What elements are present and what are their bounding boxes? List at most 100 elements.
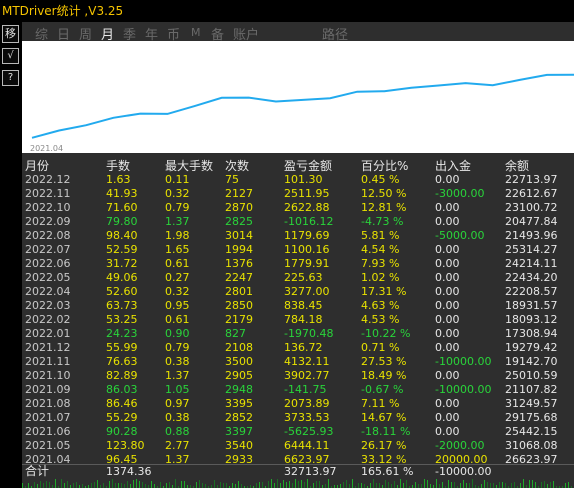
cell-lots: 63.73 [106, 299, 138, 312]
volume-bar [391, 484, 392, 488]
volume-bar [262, 482, 263, 488]
table-row[interactable]: 2022.02 53.25 0.61 2179 784.18 4.53 % 0.00 1809… [22, 313, 574, 326]
app-title: MTDriver统计 ,V3.25 [2, 4, 124, 18]
cell-month: 2021.11 [25, 355, 71, 368]
volume-bar [427, 480, 428, 488]
tab-month[interactable]: 月 [101, 28, 115, 43]
cell-balance: 22612.67 [505, 187, 558, 200]
cell-cash-flow: 0.00 [435, 271, 460, 284]
cell-cash-flow: -10000.00 [435, 383, 492, 396]
cell-trades: 2850 [225, 299, 253, 312]
table-row[interactable]: 2021.08 86.46 0.97 3395 2073.89 7.11 % 0.00 312… [22, 397, 574, 410]
volume-bar [319, 481, 320, 488]
cell-max-lots: 0.32 [165, 285, 190, 298]
table-row[interactable]: 2022.05 49.06 0.27 2247 225.63 1.02 % 0.00 2243… [22, 271, 574, 284]
table-row[interactable]: 2022.08 98.40 1.98 3014 1179.69 5.81 % -5000.0… [22, 229, 574, 242]
volume-bar [253, 486, 254, 488]
table-row[interactable]: 2022.01 24.23 0.90 827 -1970.48 -10.22 % 0.00 1… [22, 327, 574, 340]
cell-balance: 25314.27 [505, 243, 558, 256]
balance-chart: 2021.04 [22, 41, 574, 153]
header-percent[interactable]: 百分比% [361, 159, 409, 173]
cell-trades: 3014 [225, 229, 253, 242]
table-row[interactable]: 2021.05 123.80 2.77 3540 6444.11 26.17 % -2000… [22, 439, 574, 452]
cell-lots: 86.03 [106, 383, 138, 396]
tab-week[interactable]: 周 [79, 28, 93, 43]
volume-bar [304, 482, 305, 488]
cell-pnl: 3733.53 [284, 411, 330, 424]
cell-balance: 21493.96 [505, 229, 558, 242]
cell-cash-flow: -2000.00 [435, 439, 485, 452]
cell-lots: 53.25 [106, 313, 138, 326]
tab-quarter[interactable]: 季 [123, 28, 137, 43]
table-row[interactable]: 2022.03 63.73 0.95 2850 838.45 4.63 % 0.00 1893… [22, 299, 574, 312]
volume-bar [94, 482, 95, 488]
volume-bar [316, 481, 317, 488]
cell-max-lots: 1.37 [165, 369, 190, 382]
table-row[interactable]: 2022.10 71.60 0.79 2870 2622.88 12.81 % 0.00 23… [22, 201, 574, 214]
move-button[interactable]: 移 [2, 25, 19, 43]
cell-trades: 75 [225, 173, 239, 186]
table-row[interactable]: 2021.07 55.29 0.38 2852 3733.53 14.67 % 0.00 29… [22, 411, 574, 424]
tab-currency[interactable]: 币 [167, 28, 181, 43]
cell-balance: 20477.84 [505, 215, 558, 228]
table-row[interactable]: 2021.04 96.45 1.37 2933 6623.97 33.12 % 20000.… [22, 453, 574, 466]
check-button[interactable]: √ [2, 48, 19, 64]
help-button[interactable]: ? [2, 70, 19, 86]
cell-balance: 18093.12 [505, 313, 558, 326]
table-header: 月份 手数 最大手数 次数 盈亏金额 百分比% 出入金 余额 [22, 157, 574, 173]
volume-bar [472, 479, 473, 488]
volume-bar [28, 483, 29, 488]
cell-lots: 82.89 [106, 369, 138, 382]
table-row[interactable]: 2022.09 79.80 1.37 2825 -1016.12 -4.73 % 0.00 2… [22, 215, 574, 228]
table-row[interactable]: 2021.12 55.99 0.79 2108 136.72 0.71 % 0.00 1927… [22, 341, 574, 354]
cell-month: 2022.03 [25, 299, 71, 312]
cell-cash-flow: 0.00 [435, 299, 460, 312]
volume-bar [109, 481, 110, 488]
header-max-lots[interactable]: 最大手数 [165, 159, 214, 173]
volume-bar [532, 480, 533, 488]
table-row[interactable]: 2021.09 86.03 1.05 2948 -141.75 -0.67 % -10000… [22, 383, 574, 396]
volume-bar [199, 480, 200, 488]
tab-note[interactable]: 备 [211, 28, 225, 43]
header-month[interactable]: 月份 [25, 159, 50, 173]
left-toolbar: 移 √ ? [0, 22, 20, 488]
volume-bar [349, 484, 350, 488]
table-row[interactable]: 2022.04 52.60 0.32 2801 3277.00 17.31 % 0.00 22… [22, 285, 574, 298]
table-row[interactable]: 2022.07 52.59 1.65 1994 1100.16 4.54 % 0.00 253… [22, 243, 574, 256]
tab-day[interactable]: 日 [57, 28, 71, 43]
table-row[interactable]: 2021.06 90.28 0.88 3397 -5625.93 -18.11 % 0.00… [22, 425, 574, 438]
volume-bar [157, 486, 158, 488]
header-cash-flow[interactable]: 出入金 [435, 159, 472, 173]
header-lots[interactable]: 手数 [106, 159, 131, 173]
cell-max-lots: 1.37 [165, 215, 190, 228]
header-pnl[interactable]: 盈亏金额 [284, 159, 333, 173]
volume-bar [385, 480, 386, 488]
cell-pnl: 1100.16 [284, 243, 330, 256]
tab-account[interactable]: 账户 [233, 28, 260, 43]
volume-bar [436, 479, 437, 488]
tab-year[interactable]: 年 [145, 28, 159, 43]
header-trades[interactable]: 次数 [225, 159, 250, 173]
cell-cash-flow: 0.00 [435, 201, 460, 214]
volume-bar [55, 479, 56, 488]
tab-magic[interactable]: M [191, 26, 201, 39]
cell-balance: 24214.11 [505, 257, 558, 270]
cell-max-lots: 0.79 [165, 201, 190, 214]
cell-cash-flow: 0.00 [435, 243, 460, 256]
volume-bar [40, 481, 41, 488]
header-balance[interactable]: 余额 [505, 159, 530, 173]
volume-bar [31, 486, 32, 488]
table-row[interactable]: 2022.12 1.63 0.11 75 101.30 0.45 % 0.00 22713.9… [22, 173, 574, 186]
total-lots: 1374.36 [106, 465, 152, 478]
table-row[interactable]: 2021.10 82.89 1.37 2905 3902.77 18.49 % 0.00 25… [22, 369, 574, 382]
table-row[interactable]: 2021.11 76.63 0.38 3500 4132.11 27.53 % -10000… [22, 355, 574, 368]
tab-path[interactable]: 路径 [322, 28, 349, 43]
cell-cash-flow: 0.00 [435, 173, 460, 186]
volume-bar [520, 483, 521, 488]
volume-bar [217, 485, 218, 488]
cell-month: 2022.01 [25, 327, 71, 340]
cell-lots: 123.80 [106, 439, 145, 452]
table-row[interactable]: 2022.11 41.93 0.32 2127 2511.95 12.50 % -3000.… [22, 187, 574, 200]
table-row[interactable]: 2022.06 31.72 0.61 1376 1779.91 7.93 % 0.00 242… [22, 257, 574, 270]
tab-overview[interactable]: 综 [35, 28, 49, 43]
